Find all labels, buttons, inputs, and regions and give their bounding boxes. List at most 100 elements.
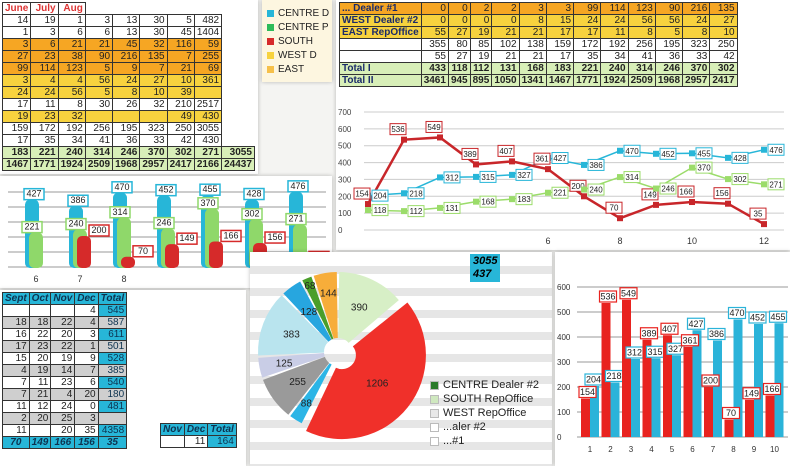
table-cell: 216 [682, 2, 711, 15]
data-label-box [65, 217, 87, 231]
table-cell: 11 [30, 98, 59, 111]
table-cell: 32 [57, 110, 86, 123]
data-label-box [748, 311, 767, 324]
data-label: 204 [586, 375, 601, 385]
table-cell: 24 [682, 14, 711, 27]
table-cell: 0 [420, 2, 449, 15]
table-cell: 7 [139, 62, 168, 75]
table-cell: 314 [627, 62, 656, 75]
data-point: 302 [725, 173, 749, 186]
table-cell: 59 [193, 38, 223, 51]
legend-swatch [267, 37, 274, 45]
table-cell: 11 [28, 376, 52, 389]
slice-label: 88 [301, 398, 313, 409]
table-cell: 26 [112, 98, 141, 111]
point-marker [653, 150, 659, 157]
point-marker [437, 134, 443, 141]
header-row: Nov Dec Total [160, 423, 237, 436]
column-header: Total [207, 423, 237, 436]
table-cell: 85 [469, 38, 493, 51]
summary-cell: 149 [28, 436, 52, 449]
table-cell: 3 [1, 38, 32, 51]
table-cell: 24 [112, 74, 141, 87]
data-label-box [731, 173, 749, 186]
table-cell: 17 [1, 98, 32, 111]
table-cell: 945 [447, 74, 471, 87]
data-label: 156 [267, 232, 282, 242]
table-row: 355 80 85 102 138 159 172 192 256 195 323 250 [339, 38, 738, 51]
point-marker [581, 161, 587, 168]
data-label-box [497, 144, 515, 157]
table-cell: 39 [166, 86, 195, 99]
data-label: 389 [641, 328, 656, 338]
table-cell [139, 110, 168, 123]
data-label: 168 [481, 198, 495, 207]
point-marker [545, 166, 551, 173]
table-cell: 3461 [420, 74, 449, 87]
table-cell [2, 304, 30, 317]
data-label: 221 [24, 222, 39, 232]
legend-item: CENTRE D [267, 6, 332, 20]
table-cell: 21 [518, 26, 547, 39]
table-cell: 355 [420, 38, 449, 51]
bar [590, 386, 599, 437]
point-marker [365, 201, 371, 208]
table-cell: 2 [2, 412, 30, 425]
legend-label: ...#1 [443, 435, 465, 447]
table-cell: 56 [627, 14, 656, 27]
table-cell: 18 [28, 316, 52, 329]
point-marker [725, 154, 731, 161]
data-label: 549 [621, 288, 636, 298]
data-label: 312 [445, 173, 459, 182]
table-cell: 1968 [112, 158, 141, 171]
legend-item: WEST D [267, 48, 332, 62]
legend-label: WEST RepOffice [443, 407, 527, 419]
table-cell: 42 [166, 134, 195, 147]
legend-swatch [430, 408, 439, 418]
y-tick-label: 600 [557, 283, 571, 292]
table-row: 7 11 23 6 540 [2, 376, 128, 389]
data-point: 386 [581, 158, 605, 171]
data-label-box [623, 171, 641, 184]
table-row: 18 18 22 4 587 [2, 316, 128, 329]
table-cell: 20 [50, 424, 76, 437]
data-label-box [680, 334, 700, 347]
table-cell: 11 [600, 26, 629, 39]
data-point: 536 [389, 123, 407, 143]
table-cell: 99 [1, 62, 32, 75]
y-tick-label: 500 [338, 142, 352, 151]
table-cell: 14 [1, 14, 32, 27]
data-label: 386 [709, 329, 724, 339]
table-cell: 27 [139, 74, 168, 87]
bar [631, 359, 640, 437]
table-cell: 135 [139, 50, 168, 63]
data-point: 156 [713, 187, 731, 207]
column-header: Oct [28, 292, 52, 305]
data-label-box [176, 232, 198, 245]
data-point: 476 [761, 143, 785, 156]
table-cell: 159 [1, 122, 32, 135]
summary-cell: 156 [74, 436, 99, 449]
row-total: 540 [97, 376, 128, 389]
top-left-table: June July Aug 14 19 1 3 13 30 5 482 1 3 6 6 13 30 45 1404 3… [1, 2, 255, 171]
table-cell: 24 [1, 86, 32, 99]
point-marker [473, 173, 479, 180]
x-tick-label: 8 [121, 274, 126, 284]
data-label: 112 [410, 207, 423, 216]
row-label: Total I [339, 62, 422, 75]
table-cell: 5 [84, 86, 114, 99]
table-cell: 1968 [654, 74, 684, 87]
table-cell: 2 [469, 2, 493, 15]
table-row: 14 19 1 3 13 30 5 482 [1, 14, 255, 27]
data-label-box [767, 178, 785, 191]
data-label-box [23, 187, 45, 201]
data-label: 271 [288, 214, 303, 224]
pie-legend: CENTRE Dealer #2 SOUTH RepOffice WEST RepO… [430, 378, 539, 448]
table-cell: 56 [84, 74, 114, 87]
point-marker [581, 186, 587, 193]
legend-label: CENTRE P [278, 21, 329, 33]
data-point: 240 [581, 183, 605, 196]
table-cell: 4 [50, 388, 76, 401]
x-tick-label: 6 [545, 236, 550, 246]
slice-label: 255 [289, 377, 306, 388]
